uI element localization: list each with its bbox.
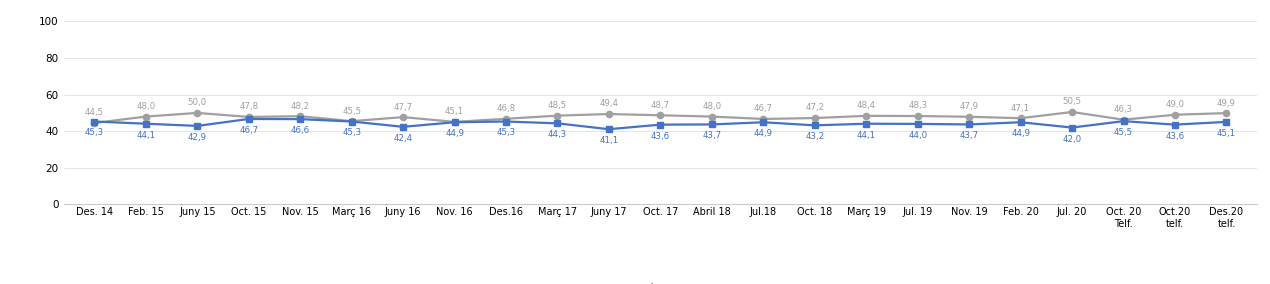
Text: 44,1: 44,1: [857, 131, 876, 140]
Sí: [498, 120, 513, 123]
Text: 43,6: 43,6: [1166, 131, 1185, 141]
Text: 42,4: 42,4: [394, 134, 413, 143]
Sí: [705, 123, 720, 126]
Text: 45,5: 45,5: [342, 106, 361, 116]
Text: 43,6: 43,6: [650, 131, 671, 141]
Text: 44,1: 44,1: [136, 131, 155, 140]
Sí: [292, 117, 307, 121]
Sí: [189, 124, 204, 128]
Sí: [395, 125, 410, 129]
Text: 45,5: 45,5: [1114, 128, 1133, 137]
No: [395, 115, 410, 119]
No: [1013, 116, 1029, 120]
Text: 44,0: 44,0: [908, 131, 927, 140]
No: [601, 112, 616, 116]
Text: 43,2: 43,2: [805, 132, 824, 141]
Text: 46,3: 46,3: [1114, 105, 1133, 114]
Sí: [241, 117, 257, 121]
No: [550, 114, 565, 117]
Text: 47,8: 47,8: [239, 103, 258, 111]
Sí: [859, 122, 874, 126]
Text: 45,3: 45,3: [85, 128, 104, 137]
Text: 48,4: 48,4: [857, 101, 876, 110]
Text: 48,0: 48,0: [702, 102, 721, 111]
No: [756, 117, 771, 121]
Sí: [86, 120, 102, 123]
Sí: [961, 123, 977, 126]
Text: 42,0: 42,0: [1063, 135, 1082, 143]
Text: 42,9: 42,9: [188, 133, 207, 142]
Sí: [808, 124, 823, 127]
No: [859, 114, 874, 118]
Text: 46,7: 46,7: [754, 105, 773, 113]
Sí: [601, 128, 616, 131]
Text: 48,0: 48,0: [136, 102, 155, 111]
Sí: [756, 120, 771, 124]
Text: 48,7: 48,7: [650, 101, 671, 110]
No: [241, 115, 257, 119]
No: [447, 120, 462, 124]
Text: 46,8: 46,8: [497, 104, 516, 113]
Text: 50,0: 50,0: [188, 98, 207, 107]
Text: 44,3: 44,3: [547, 130, 566, 139]
Text: 48,3: 48,3: [908, 101, 927, 110]
No: [653, 114, 668, 117]
Text: 49,0: 49,0: [1166, 100, 1185, 109]
Text: 45,1: 45,1: [444, 107, 464, 116]
Sí: [1116, 120, 1132, 123]
No: [498, 117, 513, 120]
No: [1167, 113, 1182, 116]
No: [189, 111, 204, 115]
No: [1064, 110, 1080, 114]
Text: 43,7: 43,7: [702, 131, 721, 140]
Text: 47,7: 47,7: [394, 103, 413, 112]
Sí: [344, 120, 359, 123]
No: [961, 115, 977, 118]
Text: 44,5: 44,5: [85, 108, 104, 117]
Text: 47,1: 47,1: [1011, 104, 1030, 113]
Sí: [653, 123, 668, 126]
No: [292, 114, 307, 118]
No: [705, 115, 720, 118]
Text: 46,6: 46,6: [291, 126, 310, 135]
Sí: [911, 122, 926, 126]
Text: 45,3: 45,3: [497, 128, 516, 137]
No: [344, 120, 359, 123]
Sí: [1167, 123, 1182, 126]
Text: 49,9: 49,9: [1217, 99, 1236, 108]
No: [808, 116, 823, 120]
Text: 43,7: 43,7: [960, 131, 979, 140]
Sí: [138, 122, 154, 126]
Legend: Sí, No: Sí, No: [607, 278, 714, 284]
Line: Sí: Sí: [91, 116, 1229, 132]
Sí: [1064, 126, 1080, 129]
Sí: [1013, 120, 1029, 124]
Line: No: No: [91, 109, 1229, 126]
Text: 47,2: 47,2: [805, 103, 824, 112]
No: [86, 121, 102, 125]
Text: 49,4: 49,4: [599, 99, 618, 108]
No: [911, 114, 926, 118]
Text: 44,9: 44,9: [754, 129, 773, 138]
Text: 46,7: 46,7: [239, 126, 258, 135]
Text: 48,5: 48,5: [547, 101, 566, 110]
Text: 44,9: 44,9: [444, 129, 464, 138]
No: [1219, 111, 1234, 115]
Text: 44,9: 44,9: [1011, 129, 1030, 138]
No: [1116, 118, 1132, 121]
Text: 45,1: 45,1: [1217, 129, 1236, 138]
Text: 41,1: 41,1: [599, 136, 618, 145]
Text: 50,5: 50,5: [1063, 97, 1082, 106]
No: [138, 115, 154, 118]
Sí: [1219, 120, 1234, 124]
Sí: [447, 120, 462, 124]
Sí: [550, 122, 565, 125]
Text: 48,2: 48,2: [291, 102, 310, 111]
Text: 47,9: 47,9: [960, 102, 979, 111]
Text: 45,3: 45,3: [342, 128, 361, 137]
